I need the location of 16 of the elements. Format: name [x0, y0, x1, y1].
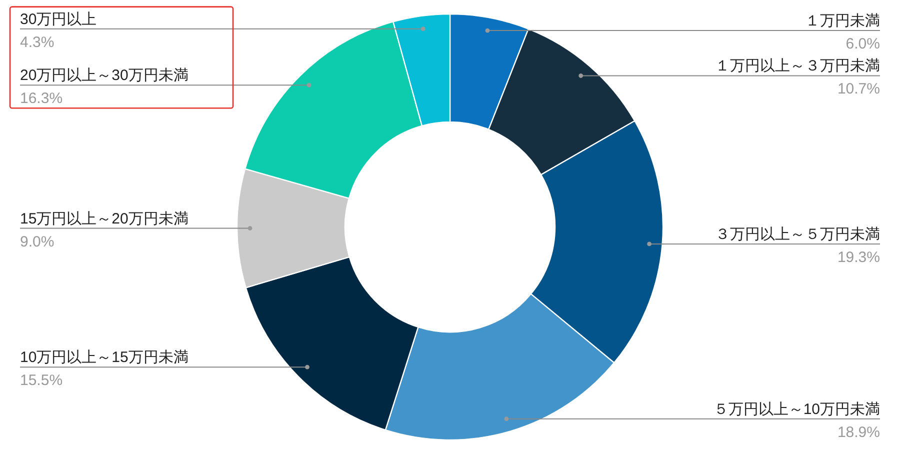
data-label: 19.3% [837, 248, 880, 266]
data-label: 9.0% [20, 233, 54, 250]
slice-label: ５万円以上～10万円未満 [713, 400, 880, 418]
slice-label: 30万円以上 [20, 10, 97, 28]
slice-label: １万円以上～３万円未満 [715, 58, 880, 75]
slice-label: 20万円以上～30万円未満 [20, 67, 188, 84]
data-label: 16.3% [20, 90, 63, 108]
data-label: 4.3% [20, 34, 54, 51]
slice-label: ３万円以上～５万円未満 [715, 226, 880, 243]
slice-label: 15万円以上～20万円未満 [20, 210, 188, 228]
data-label: 10.7% [837, 80, 880, 98]
slice-label: １万円未満 [805, 12, 880, 30]
data-label: 18.9% [837, 424, 880, 441]
data-label: 15.5% [20, 372, 63, 390]
data-label: 6.0% [846, 36, 880, 53]
slice-label: 10万円以上～15万円未満 [20, 349, 188, 366]
